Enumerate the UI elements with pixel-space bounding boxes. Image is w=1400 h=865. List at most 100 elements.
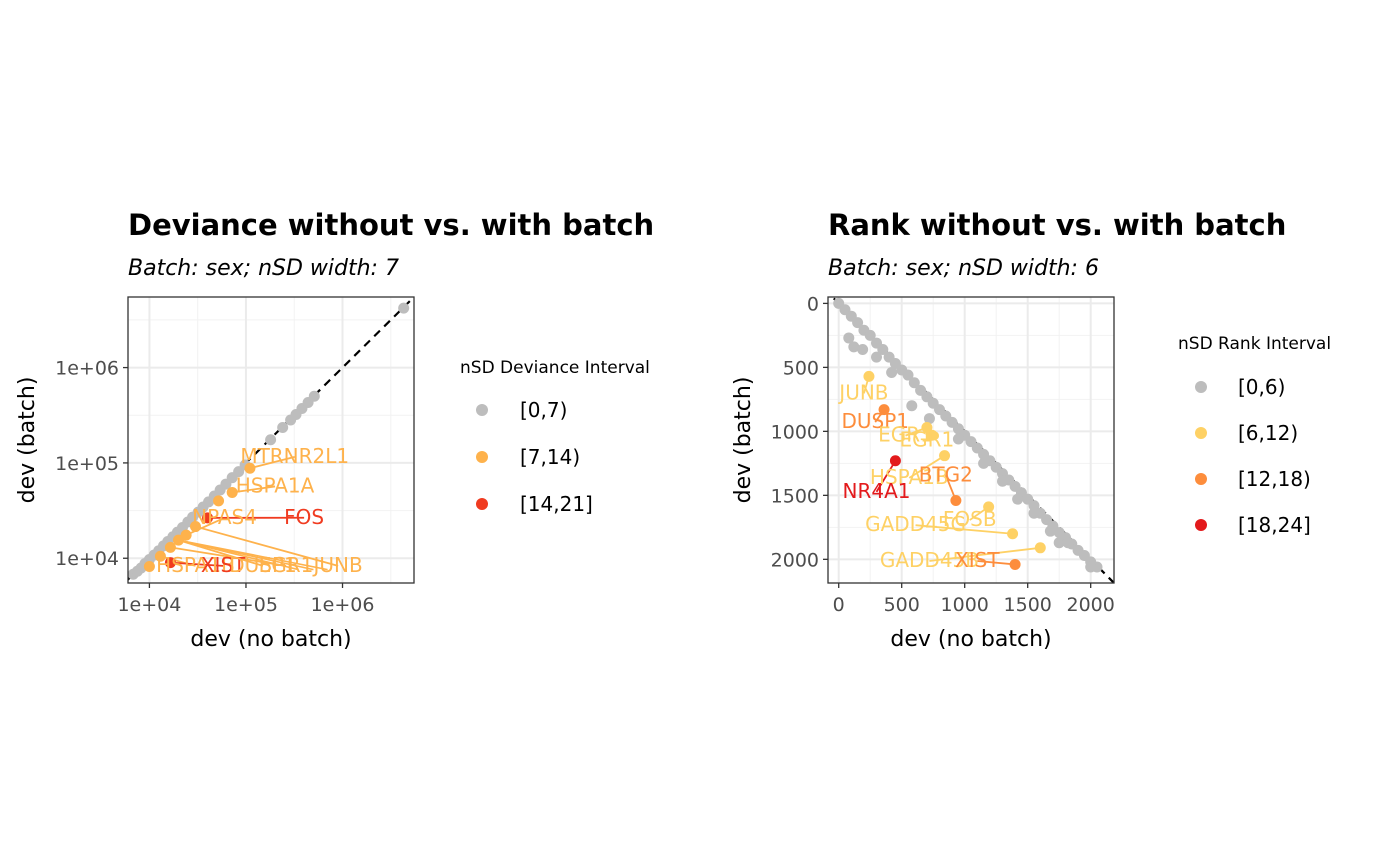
data-point bbox=[923, 413, 935, 425]
data-point bbox=[983, 501, 995, 513]
data-point bbox=[843, 332, 855, 344]
data-point bbox=[1034, 542, 1046, 554]
chart-title: Deviance without vs. with batch bbox=[128, 208, 654, 242]
legend-key bbox=[1195, 473, 1207, 485]
point-label: EGR1 bbox=[259, 553, 314, 577]
x-tick-label: 1500 bbox=[1004, 594, 1052, 616]
y-tick-label: 500 bbox=[783, 357, 819, 379]
data-point bbox=[852, 317, 864, 329]
point-label: JUNB bbox=[311, 553, 362, 577]
grid bbox=[828, 297, 1114, 583]
data-point bbox=[1044, 525, 1056, 537]
data-point bbox=[906, 400, 918, 412]
y-tick-label: 1e+04 bbox=[55, 548, 119, 570]
x-tick-label: 1e+04 bbox=[117, 594, 181, 616]
y-axis-label: dev (batch) bbox=[731, 377, 756, 504]
point-label: NPAS4 bbox=[192, 505, 257, 529]
plot-area bbox=[128, 297, 414, 581]
label-connector bbox=[977, 560, 1016, 566]
label-connector bbox=[170, 546, 287, 567]
label-connector bbox=[929, 546, 1041, 562]
data-point bbox=[1028, 507, 1040, 519]
data-point bbox=[1012, 493, 1024, 505]
point-label: XIST bbox=[955, 548, 1000, 572]
legend-key bbox=[1195, 427, 1207, 439]
data-point bbox=[244, 462, 256, 474]
data-point bbox=[1007, 528, 1019, 540]
data-point bbox=[226, 486, 238, 498]
point-label: HSPA1A bbox=[236, 473, 315, 497]
data-point bbox=[1053, 537, 1065, 549]
legend-label: [0,7) bbox=[520, 398, 567, 422]
legend: nSD Rank Interval [0,6) [6,12) [12,18) [18,2… bbox=[1178, 334, 1331, 537]
data-point bbox=[886, 366, 898, 378]
x-tick-label: 0 bbox=[833, 594, 845, 616]
data-point bbox=[939, 450, 951, 462]
legend-key bbox=[476, 498, 488, 510]
x-tick-label: 500 bbox=[884, 594, 920, 616]
label-connector bbox=[875, 460, 897, 493]
y-tick-label: 2000 bbox=[771, 549, 819, 571]
y-axis-label: dev (batch) bbox=[15, 377, 40, 504]
label-connector bbox=[249, 456, 295, 470]
data-point bbox=[164, 557, 176, 569]
data-point bbox=[265, 434, 277, 446]
label-connector bbox=[915, 524, 1013, 535]
data-point bbox=[143, 560, 155, 572]
legend-label: [18,24] bbox=[1238, 513, 1311, 537]
legend-label: [14,21] bbox=[520, 492, 593, 516]
data-point bbox=[877, 343, 889, 355]
legend: nSD Deviance Interval [0,7) [7,14) [14,21] bbox=[460, 358, 650, 516]
data-point bbox=[926, 429, 938, 441]
point-label: MTRNR2L1 bbox=[240, 444, 349, 468]
legend-title: nSD Deviance Interval bbox=[460, 358, 650, 378]
data-point bbox=[952, 433, 964, 445]
x-axis-label: dev (no batch) bbox=[890, 627, 1051, 652]
point-label: XIST bbox=[201, 553, 246, 577]
data-point bbox=[996, 475, 1008, 487]
x-tick-label: 2000 bbox=[1067, 594, 1115, 616]
data-point bbox=[1062, 537, 1074, 549]
y-tick-label: 1e+06 bbox=[55, 358, 119, 380]
legend-label: [7,14) bbox=[520, 445, 580, 469]
data-point bbox=[164, 541, 176, 553]
label-connector bbox=[178, 539, 264, 567]
point-label: FOS bbox=[284, 505, 324, 529]
data-point bbox=[902, 369, 914, 381]
label-connector bbox=[232, 485, 276, 494]
data-point bbox=[1028, 500, 1040, 512]
point-label: EGR1 bbox=[878, 423, 933, 447]
data-point bbox=[978, 457, 990, 469]
label-connector bbox=[195, 525, 339, 567]
data-point bbox=[213, 495, 225, 507]
data-point bbox=[202, 512, 214, 524]
point-label: NR4A1 bbox=[843, 479, 911, 503]
point-label: BTG2 bbox=[919, 462, 973, 486]
data-point bbox=[871, 351, 883, 363]
chart-subtitle: Batch: sex; nSD width: 6 bbox=[828, 256, 1099, 281]
data-point bbox=[863, 370, 875, 382]
label-connector bbox=[908, 454, 946, 479]
x-tick-label: 1e+05 bbox=[214, 594, 278, 616]
data-point bbox=[308, 390, 320, 402]
point-label: GADD45B bbox=[880, 548, 979, 572]
x-tick-label: 1000 bbox=[941, 594, 989, 616]
data-point bbox=[864, 329, 876, 341]
chart-subtitle: Batch: sex; nSD width: 7 bbox=[128, 256, 399, 281]
data-point bbox=[848, 341, 860, 353]
data-point bbox=[189, 521, 201, 533]
label-connector bbox=[170, 561, 224, 567]
data-point bbox=[908, 377, 920, 389]
point-label: HSPA1B bbox=[870, 465, 949, 489]
x-axis-label: dev (no batch) bbox=[190, 627, 351, 652]
grid bbox=[128, 297, 414, 583]
data-point bbox=[889, 455, 901, 467]
legend-key bbox=[476, 451, 488, 463]
plot-area bbox=[830, 297, 1114, 583]
legend-key bbox=[476, 404, 488, 416]
y-tick-label: 1000 bbox=[771, 421, 819, 443]
chart-title: Rank without vs. with batch bbox=[828, 208, 1286, 242]
data-point bbox=[277, 422, 289, 434]
legend-key bbox=[1195, 381, 1207, 393]
